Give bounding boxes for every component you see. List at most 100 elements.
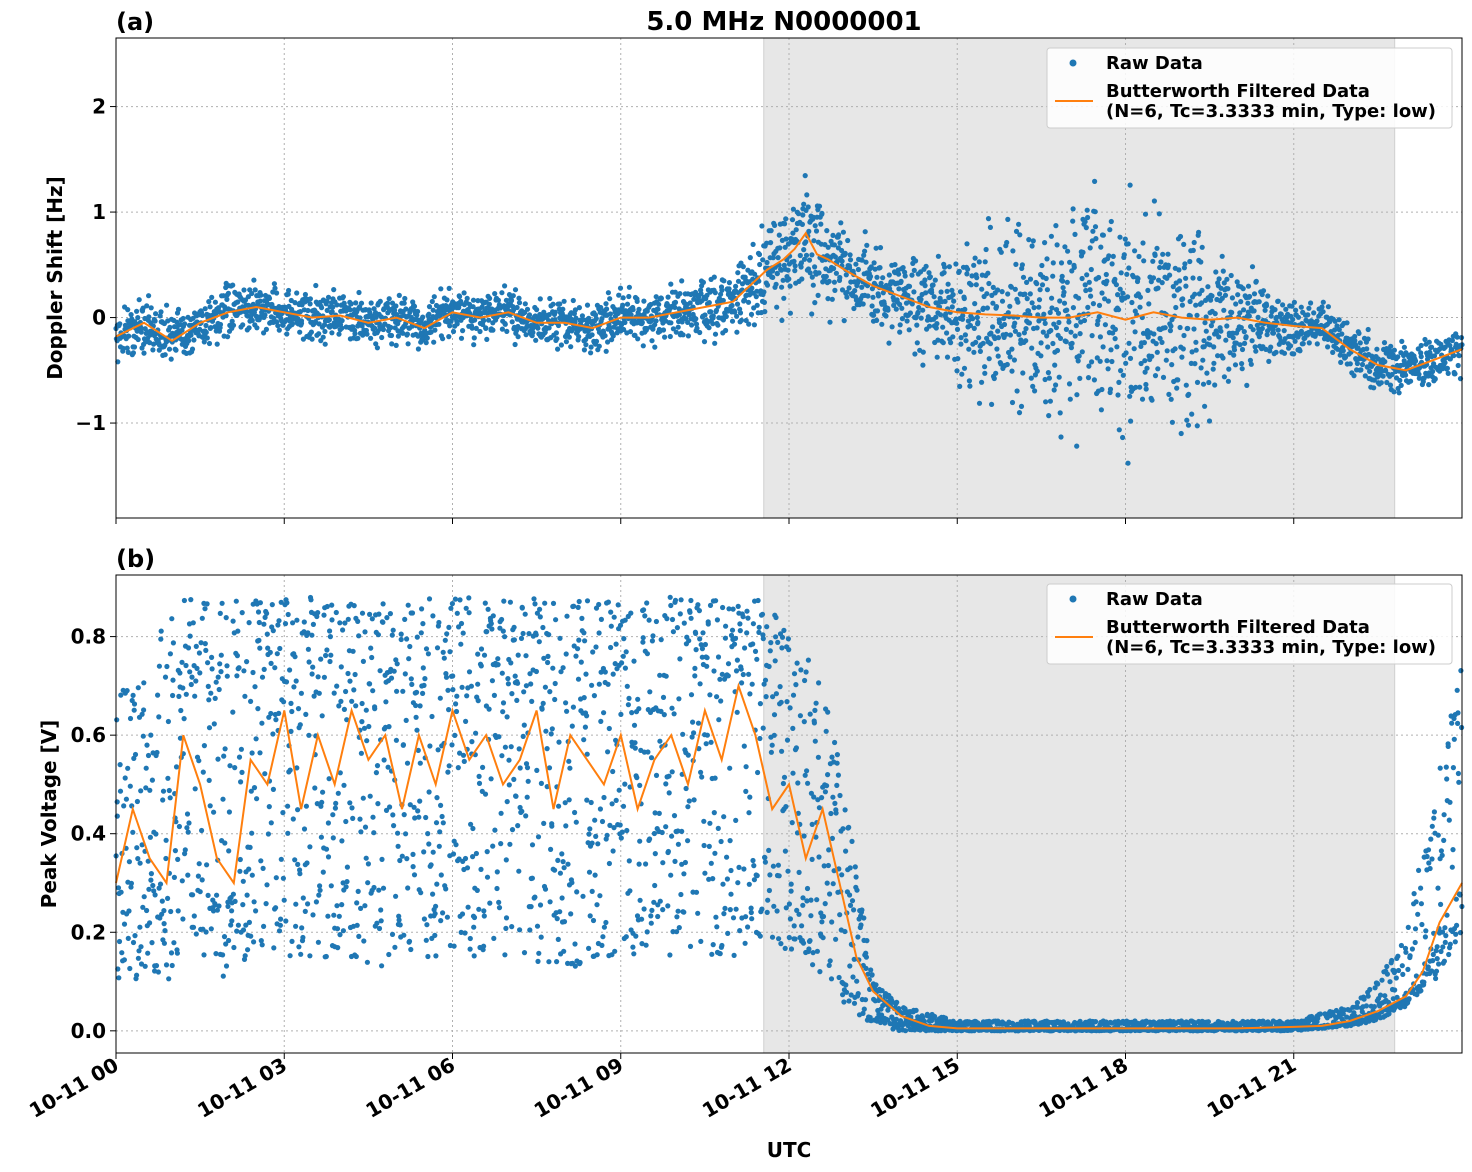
raw-data-point (211, 809, 217, 815)
raw-data-point (760, 257, 766, 263)
raw-data-point (250, 669, 256, 676)
raw-data-point (602, 333, 608, 339)
raw-data-point (740, 671, 746, 678)
raw-data-point (1184, 417, 1190, 423)
raw-data-point (222, 840, 228, 846)
raw-data-point (1066, 319, 1072, 325)
raw-data-point (1280, 302, 1286, 308)
raw-data-point (1364, 346, 1370, 352)
raw-data-point (1053, 325, 1059, 331)
raw-data-point (851, 305, 857, 312)
raw-data-point (750, 641, 756, 647)
raw-data-point (552, 867, 558, 873)
raw-data-point (327, 628, 333, 634)
raw-data-point (755, 597, 761, 604)
raw-data-point (724, 876, 731, 882)
raw-data-point (516, 295, 522, 301)
raw-data-point (714, 617, 721, 623)
raw-data-point (606, 725, 612, 732)
raw-data-point (197, 670, 203, 676)
raw-data-point (491, 935, 497, 942)
raw-data-point (1290, 316, 1296, 323)
raw-data-point (244, 892, 250, 898)
raw-data-point (423, 340, 429, 346)
raw-data-point (622, 319, 628, 326)
raw-data-point (1179, 302, 1185, 308)
raw-data-point (538, 934, 544, 940)
raw-data-point (1043, 275, 1049, 282)
raw-data-point (1297, 348, 1303, 354)
raw-data-point (687, 609, 693, 615)
raw-data-point (714, 924, 720, 930)
raw-data-point (826, 962, 832, 969)
raw-data-point (1126, 265, 1132, 271)
raw-data-point (289, 321, 296, 327)
raw-data-point (234, 673, 240, 679)
raw-data-point (660, 907, 666, 913)
raw-data-point (336, 703, 342, 709)
raw-data-point (400, 688, 406, 694)
raw-data-point (425, 831, 431, 837)
raw-data-point (154, 749, 160, 756)
raw-data-point (1046, 375, 1052, 381)
raw-data-point (1181, 332, 1187, 339)
raw-data-point (771, 903, 777, 909)
raw-data-point (1259, 325, 1265, 332)
raw-data-point (1009, 399, 1016, 406)
raw-data-point (1262, 307, 1268, 313)
raw-data-point (1169, 419, 1175, 425)
raw-data-point (566, 334, 572, 340)
raw-data-point (557, 635, 563, 641)
raw-data-point (500, 628, 506, 634)
raw-data-point (940, 324, 946, 330)
raw-data-point (1193, 339, 1199, 345)
raw-data-point (1108, 347, 1114, 353)
raw-data-point (653, 294, 659, 300)
raw-data-point (556, 739, 562, 745)
raw-data-point (1181, 241, 1187, 247)
raw-data-point (675, 324, 681, 330)
raw-data-point (995, 335, 1002, 341)
raw-data-point (746, 810, 752, 816)
raw-data-point (522, 611, 528, 617)
raw-data-point (282, 621, 289, 627)
raw-data-point (353, 703, 359, 709)
raw-data-point (785, 636, 792, 642)
raw-data-point (1401, 344, 1407, 350)
raw-data-point (290, 816, 296, 822)
raw-data-point (225, 290, 231, 296)
raw-data-point (880, 275, 886, 281)
raw-data-point (787, 916, 794, 922)
raw-data-point (602, 669, 608, 675)
raw-data-point (1091, 377, 1097, 383)
raw-data-point (718, 838, 724, 845)
raw-data-point (774, 908, 780, 914)
raw-data-point (780, 780, 787, 787)
raw-data-point (993, 370, 999, 376)
raw-data-point (325, 294, 332, 300)
raw-data-point (955, 356, 961, 362)
raw-data-point (807, 938, 813, 944)
raw-data-point (576, 334, 582, 340)
raw-data-point (1073, 323, 1079, 329)
raw-data-point (829, 296, 835, 302)
raw-data-point (833, 810, 839, 816)
raw-data-point (1039, 282, 1046, 288)
raw-data-point (557, 870, 564, 876)
raw-data-point (536, 639, 542, 645)
raw-data-point (218, 669, 224, 675)
raw-data-point (560, 306, 566, 312)
raw-data-point (574, 889, 580, 895)
raw-data-point (227, 763, 233, 769)
raw-data-point (622, 781, 628, 787)
raw-data-point (519, 605, 525, 611)
raw-data-point (740, 264, 746, 270)
raw-data-point (1019, 262, 1025, 268)
raw-data-point (511, 776, 517, 783)
raw-data-point (902, 273, 908, 279)
raw-data-point (1123, 350, 1129, 356)
raw-data-point (404, 760, 411, 766)
raw-data-point (1224, 276, 1230, 282)
raw-data-point (1071, 264, 1077, 270)
